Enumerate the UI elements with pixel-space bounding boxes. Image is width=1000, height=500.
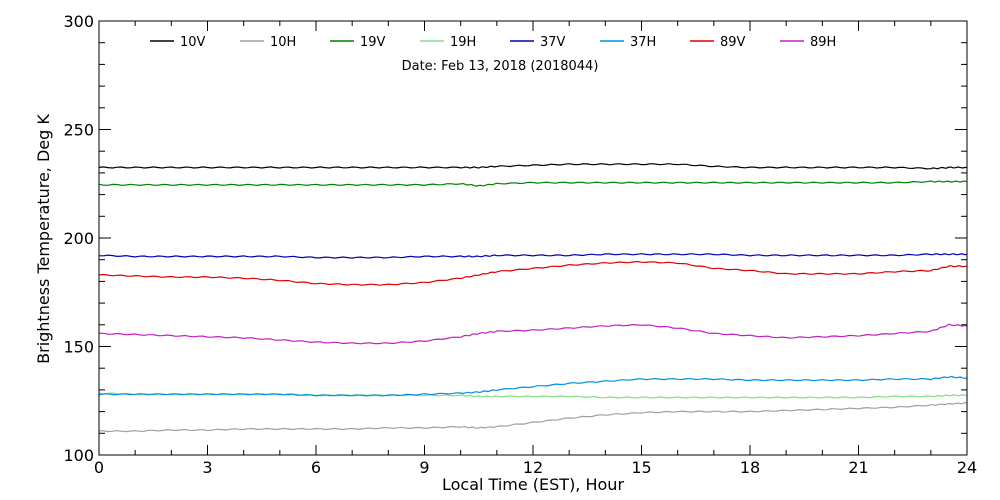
- x-tick-label: 15: [631, 458, 651, 477]
- y-tick-label: 250: [63, 121, 94, 140]
- axes-layer: 0 3 6 9 12 15 18 21 24 100 150 200 250 300: [63, 12, 977, 477]
- legend-label-89v: 89V: [720, 35, 746, 50]
- date-label: Date: Feb 13, 2018 (2018044): [402, 59, 599, 74]
- y-axis-title: Brightness Temperature, Deg K: [34, 114, 53, 364]
- legend: 10V 10H 19V 19H 37V 37H 89V 89H: [150, 35, 836, 50]
- series-line-19v: [98, 180, 968, 187]
- series-line-37v: [99, 253, 968, 259]
- series-line-37h: [98, 375, 968, 397]
- legend-label-37v: 37V: [540, 35, 566, 50]
- series-line-19h: [98, 392, 967, 399]
- plot-frame: [98, 20, 968, 456]
- x-tick-label: 9: [419, 458, 429, 477]
- legend-label-89h: 89H: [810, 35, 836, 50]
- legend-label-37h: 37H: [630, 35, 656, 50]
- series-line-89v: [98, 260, 968, 286]
- series-layer: [98, 163, 968, 433]
- x-tick-label: 24: [957, 458, 977, 477]
- series-line-10h: [98, 401, 968, 433]
- y-tick-label: 100: [63, 446, 94, 465]
- x-tick-label: 18: [740, 458, 760, 477]
- y-tick-label: 200: [63, 229, 94, 248]
- legend-label-10h: 10H: [270, 35, 296, 50]
- legend-label-19v: 19V: [360, 35, 386, 50]
- series-line-10v: [98, 163, 967, 170]
- x-tick-label: 21: [848, 458, 868, 477]
- x-tick-label: 12: [523, 458, 543, 477]
- y-tick-label: 300: [63, 12, 94, 31]
- x-tick-label: 0: [94, 458, 104, 477]
- series-line-89h: [98, 323, 968, 345]
- x-tick-label: 3: [202, 458, 212, 477]
- x-axis-title: Local Time (EST), Hour: [442, 475, 624, 494]
- y-tick-label: 150: [63, 338, 94, 357]
- legend-label-10v: 10V: [180, 35, 206, 50]
- x-tick-label: 6: [311, 458, 321, 477]
- legend-label-19h: 19H: [450, 35, 476, 50]
